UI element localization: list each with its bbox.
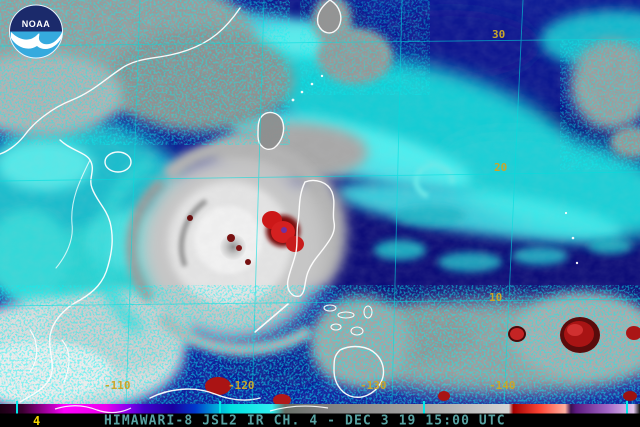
lat-label-30: 30 xyxy=(492,28,505,41)
gridline-lat-20 xyxy=(0,171,640,182)
latlon-grid xyxy=(0,0,640,405)
ir-colorbar xyxy=(0,401,640,415)
gulf-of-thailand-coast xyxy=(29,329,70,383)
palawan-island xyxy=(254,303,289,333)
vietnam-coastline xyxy=(19,139,113,403)
taiwan-island xyxy=(257,111,285,150)
gridline-lat-10 xyxy=(0,298,640,307)
caption-text: HIMAWARI-8 JSL2 IR CH. 4 - DEC 3 19 15:0… xyxy=(104,414,506,427)
texture-layer xyxy=(0,0,640,405)
ir-colorbar-gradient xyxy=(0,404,640,414)
caption-bar: 4 HIMAWARI-8 JSL2 IR CH. 4 - DEC 3 19 15… xyxy=(0,413,640,427)
kyushu-island xyxy=(316,0,342,34)
luzon-coastline xyxy=(286,179,336,297)
gridline-lon-130 xyxy=(391,0,403,405)
gridline-lon-140 xyxy=(503,0,524,405)
noaa-logo-top-half xyxy=(9,5,63,32)
mindanao-coastline xyxy=(333,345,385,398)
indochina-border xyxy=(55,159,91,269)
gridline-lat-30 xyxy=(0,38,640,47)
lon-label-120: -120 xyxy=(228,379,255,392)
ryukyu-islands xyxy=(291,74,324,102)
noaa-logo-text: NOAA xyxy=(22,19,51,29)
coastline-layer xyxy=(0,0,579,403)
gridline-lon-120 xyxy=(251,0,265,405)
colorbar-ticks xyxy=(16,401,628,415)
mariana-islands xyxy=(564,211,579,265)
visayas-islands xyxy=(323,304,373,336)
lat-label-20: 20 xyxy=(494,161,507,174)
channel-digit: 4 xyxy=(33,414,40,427)
coldest-top-violet-dot xyxy=(281,227,287,233)
colorbar-coast-overlay xyxy=(54,405,329,414)
borneo-coastline xyxy=(149,388,261,401)
lon-label-110: -110 xyxy=(104,379,131,392)
lon-label-130: -130 xyxy=(360,379,387,392)
deep-convection-red-layer xyxy=(187,211,640,406)
grid-labels: 30 20 10 -110 -120 -130 -140 xyxy=(104,28,516,392)
noaa-logo-seagull xyxy=(11,32,62,49)
noaa-logo: NOAA xyxy=(9,4,63,59)
hainan-island xyxy=(104,151,132,173)
china-coastline xyxy=(0,7,241,155)
gridline-lon-110 xyxy=(125,0,141,405)
lon-label-140: -140 xyxy=(489,379,516,392)
lat-label-10: 10 xyxy=(489,291,502,304)
